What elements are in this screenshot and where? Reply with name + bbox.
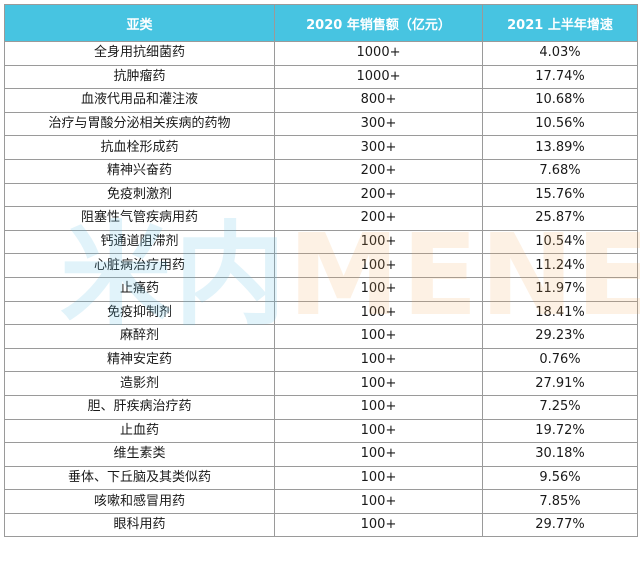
- table-row: 治疗与胃酸分泌相关疾病的药物 300+ 10.56%: [4, 111, 638, 137]
- table-row: 阻塞性气管疾病用药 200+ 25.87%: [4, 206, 638, 231]
- cell-subcategory: 抗肿瘤药: [4, 64, 275, 90]
- cell-growth-2021h1: 19.72%: [482, 418, 638, 444]
- cell-sales-2020: 100+: [274, 489, 483, 514]
- cell-growth-2021h1: 4.03%: [482, 41, 638, 66]
- cell-sales-2020: 1000+: [274, 64, 483, 90]
- table-row: 咳嗽和感冒用药 100+ 7.85%: [4, 489, 638, 514]
- cell-growth-2021h1: 15.76%: [482, 182, 638, 208]
- table-row: 止血药 100+ 19.72%: [4, 418, 638, 444]
- cell-sales-2020: 300+: [274, 111, 483, 137]
- table-row: 胆、肝疾病治疗药 100+ 7.25%: [4, 394, 638, 420]
- table-row: 维生素类 100+ 30.18%: [4, 442, 638, 467]
- cell-growth-2021h1: 7.25%: [482, 394, 638, 420]
- cell-growth-2021h1: 10.54%: [482, 229, 638, 255]
- cell-growth-2021h1: 17.74%: [482, 64, 638, 90]
- cell-subcategory: 心脏病治疗用药: [4, 253, 275, 278]
- cell-subcategory: 免疫抑制剂: [4, 300, 275, 326]
- cell-sales-2020: 100+: [274, 347, 483, 373]
- cell-subcategory: 造影剂: [4, 371, 275, 396]
- cell-growth-2021h1: 13.89%: [482, 135, 638, 160]
- cell-subcategory: 止痛药: [4, 276, 275, 302]
- table-row: 眼科用药 100+ 29.77%: [4, 512, 638, 538]
- cell-sales-2020: 100+: [274, 300, 483, 326]
- cell-sales-2020: 100+: [274, 276, 483, 302]
- cell-subcategory: 血液代用品和灌注液: [4, 88, 275, 113]
- cell-sales-2020: 100+: [274, 371, 483, 396]
- table-body: 全身用抗细菌药 1000+ 4.03% 抗肿瘤药 1000+ 17.74% 血液代用品和灌注…: [4, 41, 638, 538]
- table-row: 止痛药 100+ 11.97%: [4, 276, 638, 302]
- table-row: 抗血栓形成药 300+ 13.89%: [4, 135, 638, 160]
- cell-subcategory: 治疗与胃酸分泌相关疾病的药物: [4, 111, 275, 137]
- header-subcategory: 亚类: [4, 4, 275, 42]
- table-row: 全身用抗细菌药 1000+ 4.03%: [4, 41, 638, 66]
- cell-sales-2020: 200+: [274, 182, 483, 208]
- cell-growth-2021h1: 25.87%: [482, 206, 638, 231]
- table-row: 精神兴奋药 200+ 7.68%: [4, 158, 638, 184]
- cell-sales-2020: 100+: [274, 418, 483, 444]
- cell-sales-2020: 1000+: [274, 41, 483, 66]
- cell-growth-2021h1: 9.56%: [482, 465, 638, 491]
- table-row: 垂体、下丘脑及其类似药 100+ 9.56%: [4, 465, 638, 491]
- table-row: 心脏病治疗用药 100+ 11.24%: [4, 253, 638, 278]
- cell-growth-2021h1: 10.56%: [482, 111, 638, 137]
- header-sales-2020: 2020 年销售额（亿元）: [274, 4, 483, 42]
- cell-growth-2021h1: 29.23%: [482, 324, 638, 349]
- cell-subcategory: 精神兴奋药: [4, 158, 275, 184]
- cell-growth-2021h1: 7.85%: [482, 489, 638, 514]
- cell-growth-2021h1: 0.76%: [482, 347, 638, 373]
- cell-subcategory: 眼科用药: [4, 512, 275, 538]
- cell-sales-2020: 100+: [274, 253, 483, 278]
- table-row: 精神安定药 100+ 0.76%: [4, 347, 638, 373]
- cell-growth-2021h1: 29.77%: [482, 512, 638, 538]
- cell-subcategory: 咳嗽和感冒用药: [4, 489, 275, 514]
- table-row: 血液代用品和灌注液 800+ 10.68%: [4, 88, 638, 113]
- cell-growth-2021h1: 7.68%: [482, 158, 638, 184]
- cell-subcategory: 垂体、下丘脑及其类似药: [4, 465, 275, 491]
- cell-sales-2020: 100+: [274, 324, 483, 349]
- cell-sales-2020: 200+: [274, 206, 483, 231]
- cell-sales-2020: 100+: [274, 465, 483, 491]
- table-row: 钙通道阻滞剂 100+ 10.54%: [4, 229, 638, 255]
- cell-subcategory: 全身用抗细菌药: [4, 41, 275, 66]
- cell-subcategory: 精神安定药: [4, 347, 275, 373]
- cell-subcategory: 维生素类: [4, 442, 275, 467]
- table-row: 免疫抑制剂 100+ 18.41%: [4, 300, 638, 326]
- cell-sales-2020: 100+: [274, 512, 483, 538]
- cell-growth-2021h1: 30.18%: [482, 442, 638, 467]
- table-row: 麻醉剂 100+ 29.23%: [4, 324, 638, 349]
- table-row: 免疫刺激剂 200+ 15.76%: [4, 182, 638, 208]
- cell-sales-2020: 100+: [274, 394, 483, 420]
- cell-growth-2021h1: 11.24%: [482, 253, 638, 278]
- cell-sales-2020: 800+: [274, 88, 483, 113]
- cell-growth-2021h1: 27.91%: [482, 371, 638, 396]
- header-row: 亚类 2020 年销售额（亿元） 2021 上半年增速: [4, 4, 638, 42]
- cell-sales-2020: 300+: [274, 135, 483, 160]
- sales-table: 亚类 2020 年销售额（亿元） 2021 上半年增速 全身用抗细菌药 1000+…: [4, 4, 638, 538]
- cell-subcategory: 阻塞性气管疾病用药: [4, 206, 275, 231]
- cell-subcategory: 止血药: [4, 418, 275, 444]
- table-row: 抗肿瘤药 1000+ 17.74%: [4, 64, 638, 90]
- cell-subcategory: 抗血栓形成药: [4, 135, 275, 160]
- cell-sales-2020: 200+: [274, 158, 483, 184]
- cell-subcategory: 胆、肝疾病治疗药: [4, 394, 275, 420]
- cell-subcategory: 钙通道阻滞剂: [4, 229, 275, 255]
- cell-growth-2021h1: 11.97%: [482, 276, 638, 302]
- header-growth-2021h1: 2021 上半年增速: [482, 4, 638, 42]
- cell-sales-2020: 100+: [274, 442, 483, 467]
- cell-growth-2021h1: 10.68%: [482, 88, 638, 113]
- table-row: 造影剂 100+ 27.91%: [4, 371, 638, 396]
- cell-subcategory: 免疫刺激剂: [4, 182, 275, 208]
- cell-growth-2021h1: 18.41%: [482, 300, 638, 326]
- cell-subcategory: 麻醉剂: [4, 324, 275, 349]
- cell-sales-2020: 100+: [274, 229, 483, 255]
- table-header: 亚类 2020 年销售额（亿元） 2021 上半年增速: [4, 4, 638, 42]
